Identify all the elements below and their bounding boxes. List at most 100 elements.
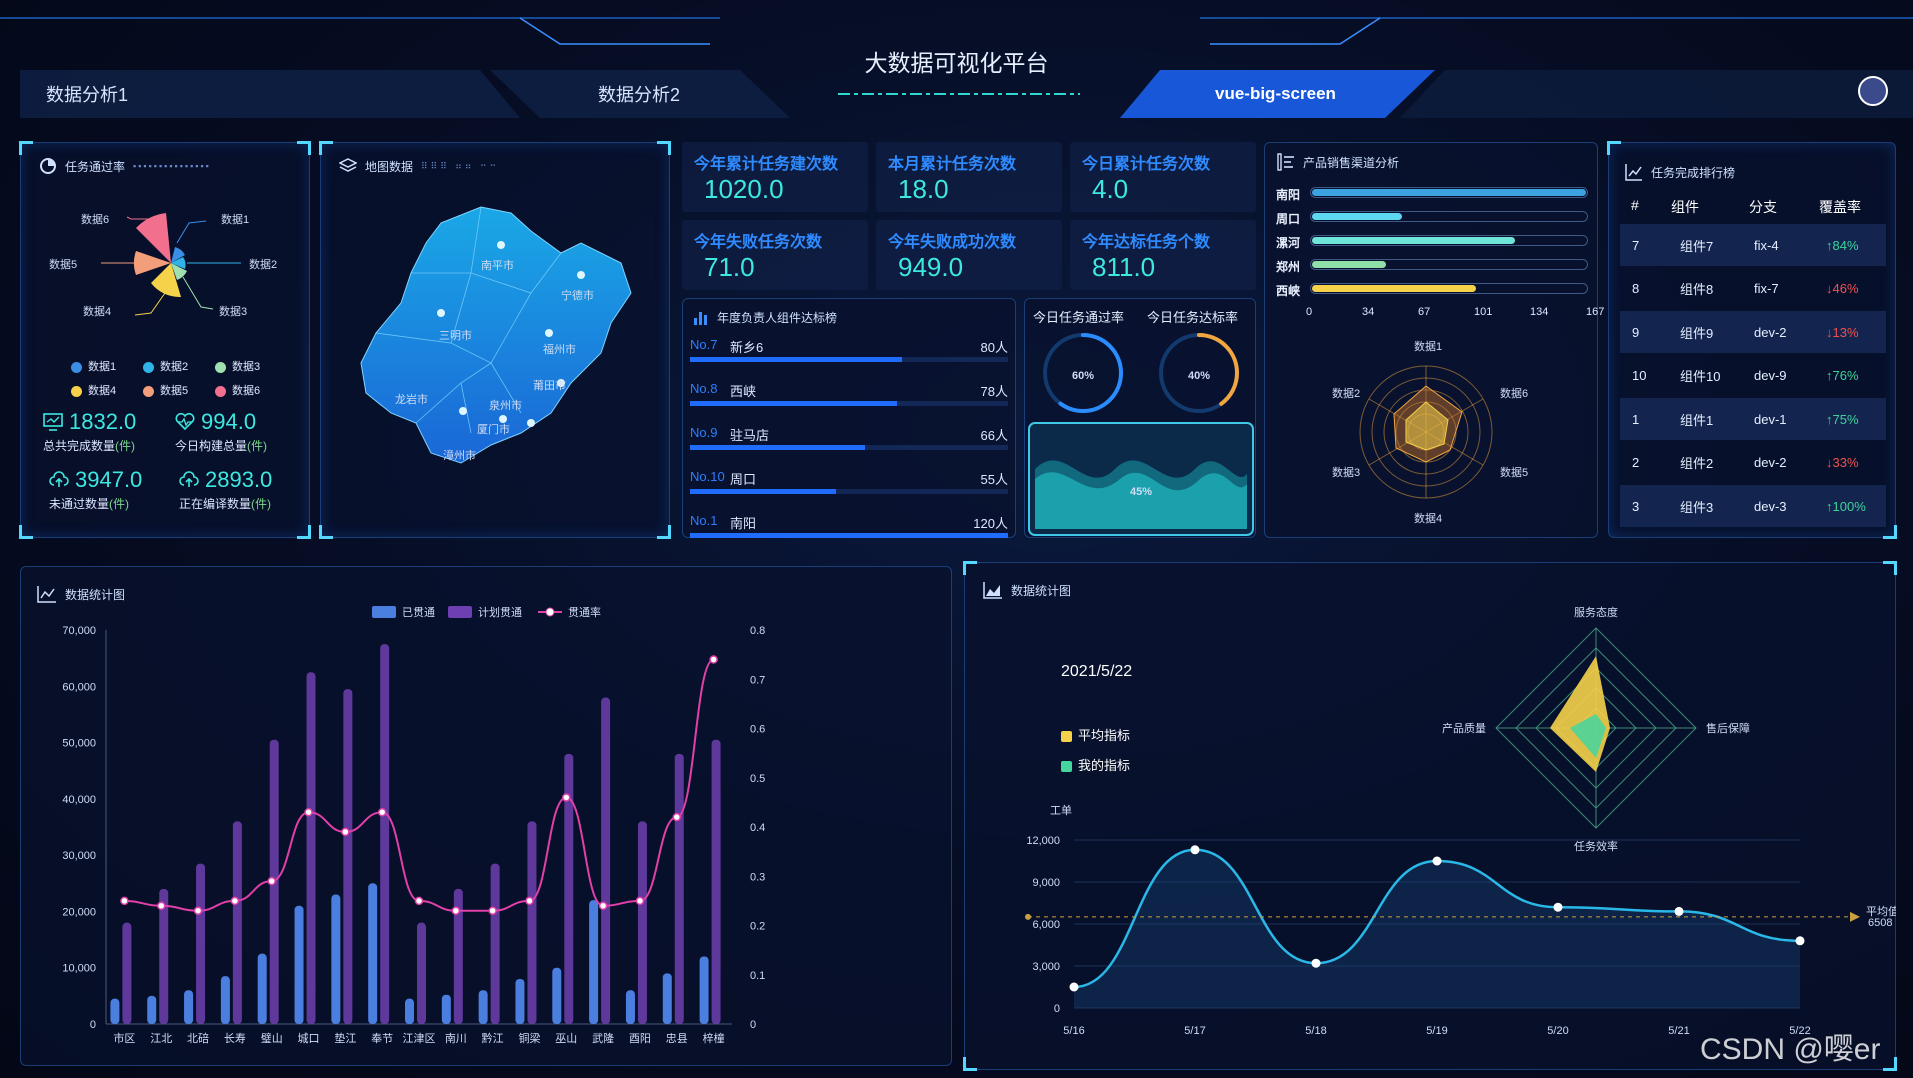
cell-comp: 组件7 [1680,238,1714,254]
table-row[interactable]: 2 组件2 dev-2 ↓33% [1620,442,1886,484]
today-reach-title: 今日任务达标率 [1147,310,1239,325]
map-city-ningde: 宁德市 [561,288,594,302]
radar-label-efficiency: 任务效率 [1574,839,1618,853]
bar-plan [453,888,463,1024]
stat-today-build-value: 994.0 [201,409,257,434]
radar-label-quality: 产品质量 [1442,721,1486,735]
ranking-fill [690,357,902,362]
ranking-row: No.7 新乡6 80人 [690,337,1008,377]
bar-plan [232,821,242,1024]
rate-point [120,896,129,906]
markline-label: 平均值 [1866,905,1896,918]
workorder-point [1311,958,1321,968]
cell-branch: dev-9 [1754,368,1787,383]
legend-dot [71,385,82,397]
stat-failed-unit: (件) [109,497,130,511]
stat-label: 今年累计任务建次数 [694,156,839,173]
stat-month: 本月累计任务次数 18.0 [876,142,1062,212]
rate-point [304,807,313,817]
table-row[interactable]: 3 组件3 dev-3 ↑100% [1620,485,1886,527]
cell-branch: dev-2 [1754,324,1787,340]
channel-track [1310,259,1588,270]
legend-label: 数据6 [232,385,261,397]
channel-radar-label-3: 数据3 [1332,465,1360,479]
x-tick-label: 城口 [298,1032,320,1045]
map-title: 地图数据 [365,159,414,174]
x-tick-label: 北碚 [187,1031,209,1045]
table-row[interactable]: 1 组件1 dev-1 ↑75% [1620,398,1886,440]
legend-item[interactable]: 数据3 [215,355,287,379]
channel-radar-label-4: 数据4 [1414,511,1442,525]
map-panel: 地图数据 ⠿⠿⠿ ⠶⠶ ⠒⠒ 南平市 宁德市 三明市 福州市 莆田市 龙岩市 泉… [319,141,671,539]
stat-value: 811.0 [1092,252,1156,282]
legend-dot [215,385,226,397]
channel-track [1310,187,1588,198]
tab-data-analysis-1[interactable]: 数据分析1 [46,85,129,105]
legend-item[interactable]: 数据2 [143,355,215,379]
rose-label-1: 数据1 [221,212,249,226]
map-city-fuzhou: 福州市 [543,342,576,356]
x-tick-label: 巫山 [555,1032,577,1045]
stat-label: 今日累计任务次数 [1082,156,1211,173]
bar-plan [601,697,611,1024]
legend-dot [143,385,154,397]
table-row[interactable]: 8 组件8 fix-7 ↓46% [1620,268,1886,310]
y-tick-label: 6,000 [1032,919,1060,931]
ranking-no: No.8 [690,381,718,396]
legend-item[interactable]: 数据6 [215,379,287,403]
bar-done [589,900,599,1024]
stat-total-done-value: 1832.0 [69,409,137,434]
legend-item[interactable]: 数据4 [71,379,143,403]
stat-label: 今年达标任务个数 [1082,234,1211,251]
cell-coverage: ↑76% [1826,368,1859,383]
area-chart-icon [983,582,1002,599]
y-tick-label: 40,000 [62,794,96,806]
tab-vue-big-screen[interactable]: vue-big-screen [1215,84,1336,103]
rose-label-5: 数据5 [49,257,77,271]
ranking-row: No.8 西峡 78人 [690,381,1008,421]
bar-done [625,990,635,1024]
user-avatar[interactable] [1858,76,1888,106]
y-tick-label: 50,000 [62,738,96,750]
stat-failed: 3947.0 未通过数量(件) [49,467,179,512]
ranking-fill [690,489,836,494]
bar-plan [159,888,169,1024]
channel-radar-label-5: 数据5 [1500,465,1528,479]
cell-comp: 组件2 [1680,456,1714,471]
tab-data-analysis-2[interactable]: 数据分析2 [598,85,681,105]
stat-year-reach: 今年达标任务个数 811.0 [1070,220,1256,290]
bottom-left-title: 数据统计图 [65,587,126,602]
rate-point [193,906,203,915]
stat-label: 今年失败任务次数 [694,234,823,251]
bar-chart-icon [694,311,707,325]
legend-item[interactable]: 数据5 [143,379,215,403]
bottom-right-panel: 数据统计图 2021/5/22 平均指标 我的指标 [963,561,1897,1071]
table-row[interactable]: 10 组件10 dev-9 ↑76% [1620,355,1886,397]
workorder-point [1069,982,1079,992]
legend-label: 数据2 [160,361,189,373]
y2-tick-label: 0.5 [750,773,765,785]
channel-row: 周口 [1276,210,1588,234]
channel-panel: 产品销售渠道分析 [1264,142,1598,538]
cell-comp: 组件8 [1680,282,1714,297]
ranking-no: No.9 [690,425,718,440]
stat-total-done: 1832.0 总共完成数量(件) [43,409,173,454]
map-city-zhangzhou: 漳州市 [443,448,476,462]
stat-label: 本月累计任务次数 [888,156,1017,173]
y2-tick-label: 0.8 [750,625,765,637]
y2-tick-label: 0.4 [750,822,765,834]
rate-point [414,896,424,906]
bar-done [184,990,194,1024]
legend-item[interactable]: 数据1 [71,355,143,379]
bar-done [331,894,341,1024]
rate-point [525,896,534,906]
rate-point [562,793,571,802]
table-row[interactable]: 9 组件9 dev-2 ↓13% [1620,311,1886,353]
channel-row: 漯河 [1276,234,1588,258]
legend-swatch [448,606,472,618]
table-row[interactable]: 7 组件7 fix-4 ↑84% [1620,224,1886,266]
rate-point [709,655,718,664]
cell-id: 1 [1632,411,1640,427]
legend-label: 数据1 [88,361,117,373]
pie-chart-icon [40,158,56,174]
